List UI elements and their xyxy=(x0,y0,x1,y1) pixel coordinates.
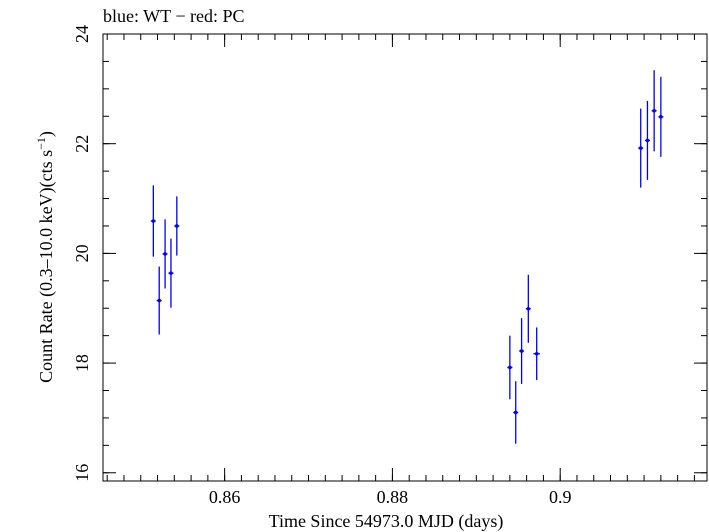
data-point xyxy=(150,185,156,257)
y-tick-label: 16 xyxy=(72,464,92,482)
data-point xyxy=(533,327,541,381)
data-point xyxy=(168,238,174,308)
y-tick-label: 22 xyxy=(72,135,92,153)
y-axis-label-close: ) xyxy=(36,131,57,137)
plot-frame xyxy=(102,33,708,482)
data-point xyxy=(174,196,180,256)
data-point-marker xyxy=(638,146,643,150)
x-tick-label: 0.9 xyxy=(549,487,572,507)
data-point xyxy=(156,266,162,335)
data-point-marker xyxy=(163,252,167,256)
data-point-marker xyxy=(169,271,173,275)
x-tick-label: 0.88 xyxy=(377,487,409,507)
data-point xyxy=(651,70,657,152)
data-point-marker xyxy=(157,298,162,303)
data-point-marker xyxy=(652,108,656,113)
data-point-marker xyxy=(151,219,156,223)
data-point-marker xyxy=(659,115,663,119)
data-point xyxy=(638,108,644,188)
data-point-marker xyxy=(519,349,524,353)
data-point xyxy=(162,219,168,289)
x-tick-label: 0.86 xyxy=(209,487,241,507)
data-point-marker xyxy=(513,410,518,415)
y-tick-label: 24 xyxy=(72,25,92,43)
data-point xyxy=(519,318,525,384)
data-point-marker xyxy=(526,306,531,311)
y-tick-label: 18 xyxy=(72,354,92,372)
chart-title: blue: WT − red: PC xyxy=(103,6,244,26)
x-axis-label: Time Since 54973.0 MJD (days) xyxy=(269,511,504,532)
y-axis-label: Count Rate (0.3–10.0 keV)(cts s−1) xyxy=(34,131,57,383)
data-points xyxy=(150,70,664,444)
data-point xyxy=(658,76,664,157)
data-point xyxy=(513,381,519,444)
data-point xyxy=(644,100,650,180)
y-tick-label: 20 xyxy=(72,244,92,262)
data-point-marker xyxy=(508,365,512,370)
axis-tick-labels: 0.86 0.88 0.9 16 18 20 22 24 xyxy=(72,25,571,507)
y-axis-label-main: Count Rate (0.3–10.0 keV)(cts s xyxy=(36,150,57,383)
data-point-marker xyxy=(175,224,179,228)
data-point-marker xyxy=(645,138,650,143)
y-axis-label-exponent: −1 xyxy=(34,137,48,150)
data-point xyxy=(525,274,531,343)
data-point-marker xyxy=(534,351,539,356)
axis-ticks xyxy=(103,33,707,481)
data-point xyxy=(507,335,513,400)
